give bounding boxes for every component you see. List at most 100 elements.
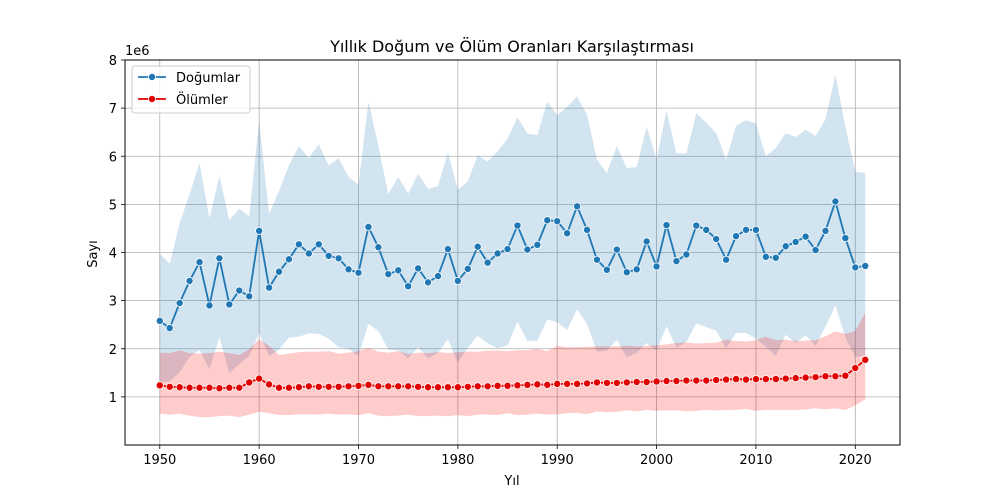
- point-deaths: [811, 373, 820, 382]
- point-births: [265, 283, 274, 292]
- y-tick-label: 2: [109, 343, 117, 358]
- point-births: [483, 258, 492, 267]
- point-deaths: [225, 383, 234, 392]
- point-births: [821, 226, 830, 235]
- x-tick-label: 1980: [441, 453, 474, 468]
- point-births: [215, 254, 224, 263]
- point-deaths: [443, 383, 452, 392]
- point-deaths: [493, 381, 502, 390]
- x-tick-label: 1950: [143, 453, 176, 468]
- point-deaths: [284, 383, 293, 392]
- point-deaths: [483, 382, 492, 391]
- point-deaths: [354, 381, 363, 390]
- band-deaths: [159, 312, 866, 418]
- point-births: [424, 278, 433, 287]
- point-births: [612, 245, 621, 254]
- x-axis-ticks: 1950 1960 1970 1980 1990 2000 2010 2020: [143, 445, 872, 468]
- point-deaths: [414, 382, 423, 391]
- point-births: [622, 268, 631, 277]
- point-births: [185, 276, 194, 285]
- x-axis-label: Yıl: [503, 474, 519, 489]
- point-deaths: [632, 377, 641, 386]
- point-births: [732, 232, 741, 241]
- point-deaths: [433, 383, 442, 392]
- point-births: [761, 252, 770, 261]
- point-deaths: [334, 382, 343, 391]
- point-deaths: [235, 383, 244, 392]
- x-tick-label: 1990: [541, 453, 574, 468]
- point-births: [672, 257, 681, 266]
- point-deaths: [215, 384, 224, 393]
- point-deaths: [781, 374, 790, 383]
- point-deaths: [841, 371, 850, 380]
- y-tick-label: 8: [109, 54, 117, 69]
- x-tick-label: 2010: [739, 453, 772, 468]
- point-births: [364, 222, 373, 231]
- point-births: [632, 265, 641, 274]
- point-deaths: [801, 373, 810, 382]
- point-births: [324, 251, 333, 260]
- point-deaths: [791, 374, 800, 383]
- point-births: [414, 264, 423, 273]
- point-births: [702, 225, 711, 234]
- point-births: [384, 270, 393, 279]
- point-deaths: [702, 376, 711, 385]
- point-births: [712, 235, 721, 244]
- point-deaths: [344, 382, 353, 391]
- legend-marker-births: [147, 73, 156, 82]
- point-births: [245, 292, 254, 301]
- y-multiplier-label: 1e6: [125, 44, 150, 59]
- point-deaths: [831, 372, 840, 381]
- y-tick-label: 4: [109, 247, 117, 262]
- point-deaths: [583, 379, 592, 388]
- point-deaths: [185, 383, 194, 392]
- point-births: [344, 265, 353, 274]
- point-deaths: [662, 376, 671, 385]
- point-births: [811, 246, 820, 255]
- point-births: [275, 267, 284, 276]
- point-births: [235, 286, 244, 295]
- y-tick-label: 3: [109, 295, 117, 310]
- point-deaths: [453, 383, 462, 392]
- point-deaths: [364, 380, 373, 389]
- point-deaths: [463, 382, 472, 391]
- point-births: [741, 225, 750, 234]
- point-deaths: [205, 383, 214, 392]
- point-deaths: [563, 379, 572, 388]
- point-births: [513, 221, 522, 230]
- point-deaths: [851, 363, 860, 372]
- x-tick-label: 1960: [243, 453, 276, 468]
- point-deaths: [821, 372, 830, 381]
- point-deaths: [543, 380, 552, 389]
- point-births: [553, 217, 562, 226]
- point-deaths: [741, 375, 750, 384]
- point-deaths: [712, 376, 721, 385]
- point-deaths: [523, 380, 532, 389]
- point-deaths: [374, 382, 383, 391]
- legend: Doğumlar Ölümler: [131, 65, 251, 114]
- point-deaths: [622, 378, 631, 387]
- point-deaths: [473, 382, 482, 391]
- point-births: [205, 301, 214, 310]
- point-deaths: [553, 379, 562, 388]
- y-axis-label: Sayı: [86, 240, 101, 268]
- point-deaths: [672, 376, 681, 385]
- point-births: [533, 240, 542, 249]
- point-births: [831, 197, 840, 206]
- y-tick-label: 1: [109, 391, 117, 406]
- confidence-bands: [159, 74, 866, 418]
- point-births: [443, 245, 452, 254]
- point-births: [493, 249, 502, 258]
- point-deaths: [424, 383, 433, 392]
- point-births: [284, 255, 293, 264]
- point-deaths: [314, 382, 323, 391]
- x-tick-label: 2020: [839, 453, 872, 468]
- point-births: [602, 265, 611, 274]
- point-deaths: [245, 378, 254, 387]
- legend-marker-deaths: [147, 95, 156, 104]
- point-deaths: [652, 377, 661, 386]
- point-deaths: [175, 383, 184, 392]
- point-births: [642, 237, 651, 246]
- point-deaths: [761, 375, 770, 384]
